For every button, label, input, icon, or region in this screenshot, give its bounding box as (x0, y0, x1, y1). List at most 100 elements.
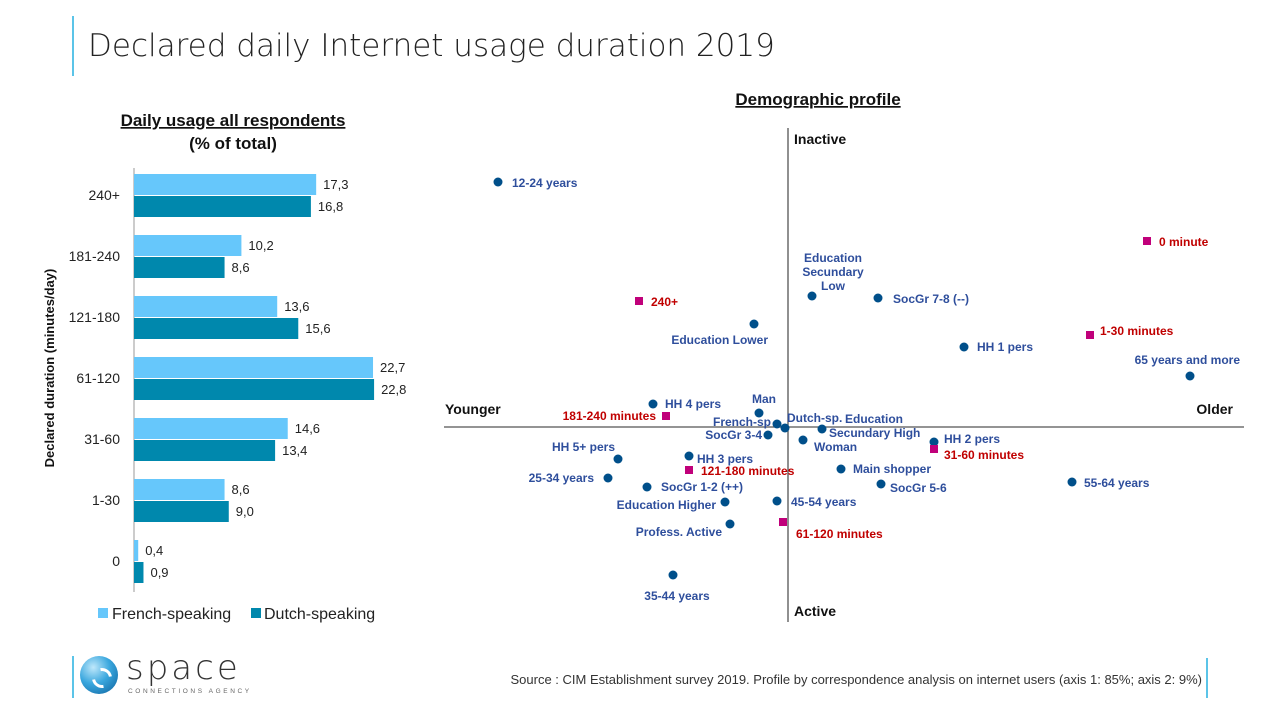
bar-value-label: 14,6 (295, 421, 320, 436)
bar-value-label: 13,6 (284, 299, 309, 314)
category-label: 31-60 (84, 431, 120, 447)
bar-french (134, 479, 225, 500)
duration-label: 121-180 minutes (701, 464, 795, 478)
bar-french (134, 174, 317, 195)
profile-point (493, 177, 503, 187)
scatter-points: 12-24 years 0 minute Education Secundary Low… (493, 176, 1240, 603)
profile-label: Education Secundary High (829, 412, 920, 440)
profile-label: Woman (814, 440, 857, 454)
profile-label: Education Higher (617, 498, 717, 512)
legend-label-dutch: Dutch-speaking (264, 606, 375, 623)
profile-label: Main shopper (853, 462, 931, 476)
axis-label-inactive: Inactive (794, 131, 846, 147)
bar-dutch (134, 379, 375, 400)
bar-french (134, 235, 242, 256)
duration-marker (930, 445, 938, 453)
profile-point (807, 291, 817, 301)
profile-label: Dutch-sp. (787, 411, 842, 425)
category-label: 0 (112, 553, 120, 569)
axis-label-younger: Younger (445, 401, 501, 417)
bar-value-label: 8,6 (232, 482, 250, 497)
profile-point (684, 451, 694, 461)
duration-marker (1086, 331, 1094, 339)
profile-label: 55-64 years (1084, 476, 1150, 490)
bar-chart-title: Daily usage all respondents (121, 111, 346, 130)
profile-point (763, 430, 773, 440)
profile-point (772, 419, 782, 429)
page-title: Declared daily Internet usage duration 2… (88, 28, 775, 64)
profile-point (959, 342, 969, 352)
profile-point (873, 293, 883, 303)
profile-point (642, 482, 652, 492)
footer-accent-bar-left (72, 656, 74, 698)
bar-value-label: 10,2 (248, 238, 273, 253)
profile-label: Profess. Active (636, 525, 723, 539)
profile-point (929, 437, 939, 447)
legend-swatch-french (98, 608, 108, 618)
duration-label: 1-30 minutes (1100, 324, 1174, 338)
profile-point (720, 497, 730, 507)
profile-label: SocGr 7-8 (--) (893, 292, 969, 306)
logo-globe-icon (80, 656, 118, 694)
bar-dutch (134, 501, 229, 522)
profile-label: HH 1 pers (977, 340, 1033, 354)
bar-chart-bars: 240+ 17,3 16,8 181-240 10,2 8,6 121-180 13,6 15,… (69, 174, 406, 583)
axis-label-active: Active (794, 603, 836, 619)
scatter-title: Demographic profile (735, 90, 900, 109)
bar-dutch (134, 257, 225, 278)
duration-marker (1143, 237, 1151, 245)
profile-label: 35-44 years (644, 589, 710, 603)
category-label: 61-120 (76, 370, 120, 386)
title-accent-bar (72, 16, 74, 76)
profile-label: Man (752, 392, 776, 406)
profile-point (603, 473, 613, 483)
duration-label: 31-60 minutes (944, 448, 1024, 462)
bar-value-label: 9,0 (236, 504, 254, 519)
bar-chart-subtitle: (% of total) (189, 134, 277, 153)
profile-point (754, 408, 764, 418)
profile-point (798, 435, 808, 445)
bar-value-label: 22,8 (381, 382, 406, 397)
category-label: 240+ (88, 187, 120, 203)
duration-marker (685, 466, 693, 474)
profile-label: HH 5+ pers (552, 440, 615, 454)
profile-point (780, 423, 790, 433)
bar-value-label: 22,7 (380, 360, 405, 375)
duration-marker (635, 297, 643, 305)
profile-label: SocGr 5-6 (890, 481, 947, 495)
profile-label: HH 4 pers (665, 397, 721, 411)
profile-point (817, 424, 827, 434)
profile-label: Education Secundary Low (802, 251, 864, 293)
footer-accent-bar-right (1206, 658, 1208, 698)
profile-point (749, 319, 759, 329)
profile-point (648, 399, 658, 409)
category-label: 1-30 (92, 492, 120, 508)
profile-label: SocGr 3-4 (705, 428, 762, 442)
duration-marker (779, 518, 787, 526)
bar-dutch (134, 318, 299, 339)
bar-french (134, 357, 374, 378)
duration-label: 61-120 minutes (796, 527, 883, 541)
profile-point (668, 570, 678, 580)
bar-value-label: 0,9 (150, 565, 168, 580)
profile-label: HH 3 pers (697, 452, 753, 466)
profile-label: 45-54 years (791, 495, 857, 509)
duration-label: 240+ (651, 295, 678, 309)
bar-value-label: 0,4 (145, 543, 163, 558)
axis-label-older: Older (1196, 401, 1233, 417)
profile-label: HH 2 pers (944, 432, 1000, 446)
category-label: 121-180 (69, 309, 121, 325)
bar-dutch (134, 196, 311, 217)
profile-point (1067, 477, 1077, 487)
profile-label: 12-24 years (512, 176, 578, 190)
bar-french (134, 540, 139, 561)
profile-point (1185, 371, 1195, 381)
bar-value-label: 15,6 (305, 321, 330, 336)
profile-point (836, 464, 846, 474)
source-note: Source : CIM Establishment survey 2019. … (510, 672, 1203, 687)
profile-point (613, 454, 623, 464)
profile-point (876, 479, 886, 489)
profile-label: French-sp (713, 415, 771, 429)
logo-wordmark: space (126, 648, 241, 688)
category-label: 181-240 (69, 248, 121, 264)
